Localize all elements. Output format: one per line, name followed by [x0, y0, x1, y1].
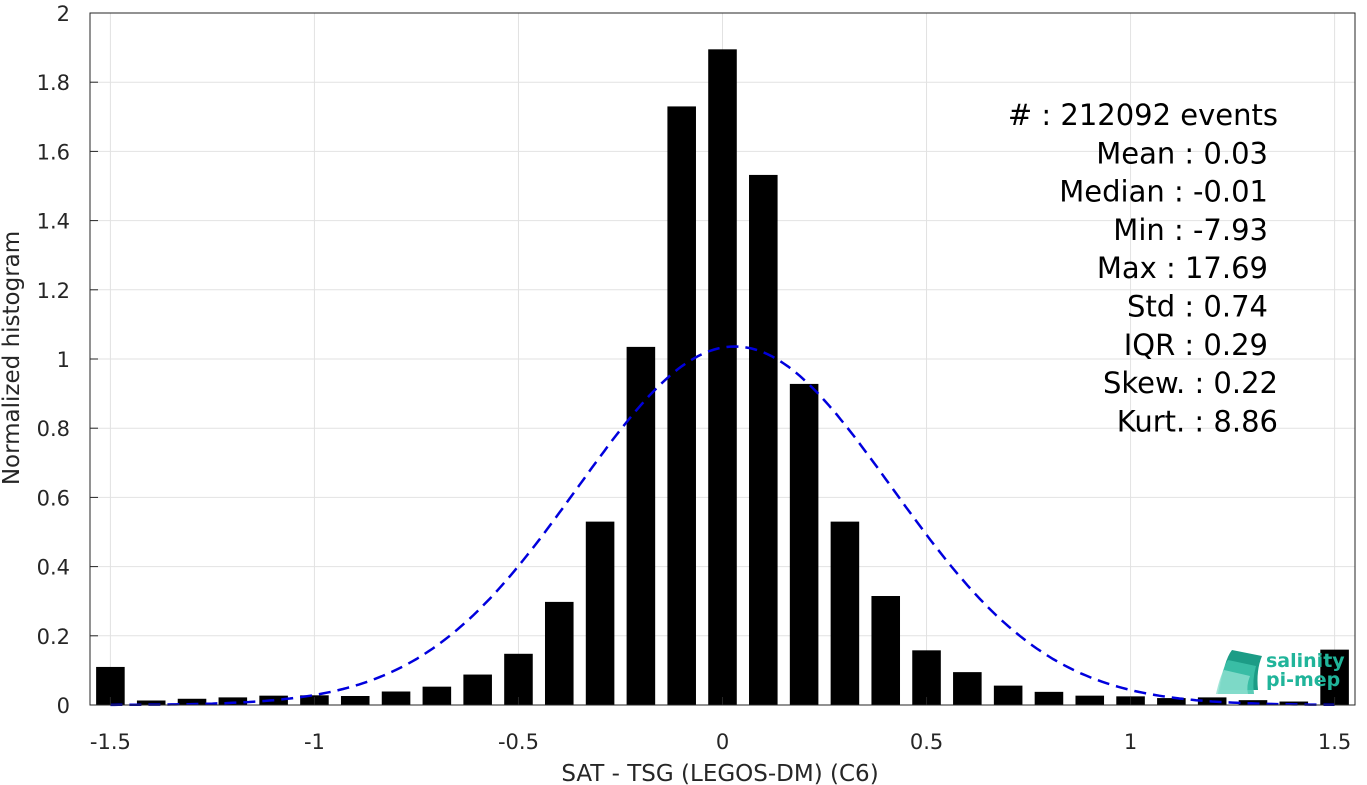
stat-line-4: Max : 17.69 [1097, 251, 1268, 285]
bar-14 [667, 106, 696, 706]
bar-15 [708, 49, 737, 705]
bars [96, 49, 1349, 706]
x-tick-label-5: 1 [1124, 730, 1137, 754]
bar-23 [1034, 691, 1064, 705]
y-tick-label-5: 1 [57, 348, 70, 372]
y-tick-label-0: 0 [57, 694, 70, 718]
bar-13 [626, 346, 656, 705]
bar-30 [1320, 649, 1349, 705]
bar-18 [830, 521, 860, 705]
bar-10 [504, 653, 533, 705]
y-tick-label-3: 0.6 [37, 486, 70, 510]
x-tick-label-6: 1.5 [1318, 730, 1351, 754]
y-axis-label: Normalized histogram [0, 231, 25, 485]
bar-12 [585, 521, 615, 705]
x-tick-label-4: 0.5 [910, 730, 943, 754]
y-tick-label-4: 0.8 [37, 417, 70, 441]
y-tick-label-10: 2 [57, 2, 70, 26]
bar-19 [871, 596, 901, 705]
stat-line-5: Std : 0.74 [1127, 290, 1268, 324]
y-tick-label-7: 1.4 [37, 210, 70, 234]
stat-line-8: Kurt. : 8.86 [1117, 404, 1278, 438]
statistics-annotations: # : 212092 events Mean : 0.03 Median : -0.… [1008, 98, 1278, 438]
y-tick-label-9: 1.8 [37, 71, 70, 95]
stat-line-1: Mean : 0.03 [1096, 136, 1268, 170]
bar-17 [789, 383, 819, 705]
y-tick-label-6: 1.2 [37, 279, 70, 303]
x-tick-label-1: -1 [304, 730, 325, 754]
x-axis-label: SAT - TSG (LEGOS-DM) (C6) [561, 761, 878, 785]
bar-7 [381, 691, 411, 705]
logo-text-line2: pi-mep [1266, 669, 1340, 691]
stat-line-3: Min : -7.93 [1113, 213, 1268, 247]
salinity-pi-mep-logo: salinity pi-mep [1216, 650, 1345, 694]
bar-21 [953, 672, 982, 705]
bar-6 [340, 696, 370, 705]
bar-24 [1075, 695, 1105, 705]
x-tick-label-0: -1.5 [90, 730, 131, 754]
x-tick-label-3: 0 [716, 730, 729, 754]
logo-waves-icon [1216, 650, 1262, 694]
y-tick-label-2: 0.4 [37, 556, 70, 580]
bar-8 [422, 686, 452, 705]
bar-20 [912, 650, 941, 705]
bar-22 [993, 685, 1023, 705]
bar-26 [1157, 698, 1186, 705]
y-tick-label-8: 1.6 [37, 140, 70, 164]
bar-11 [544, 601, 574, 705]
logo-text-line1: salinity [1266, 650, 1345, 672]
y-axis-ticks: 0 0.2 0.4 0.6 0.8 1 1.2 1.4 1.6 1.8 2 [37, 2, 98, 718]
x-axis-ticks: -1.5 -1 -0.5 0 0.5 1 1.5 [90, 697, 1351, 754]
bar-1 [136, 700, 166, 705]
x-tick-label-2: -0.5 [498, 730, 539, 754]
stat-line-6: IQR : 0.29 [1124, 328, 1268, 362]
bar-16 [749, 174, 778, 706]
bar-9 [463, 674, 492, 705]
stat-line-0: # : 212092 events [1008, 98, 1278, 132]
y-tick-label-1: 0.2 [37, 625, 70, 649]
bar-3 [218, 697, 248, 705]
bar-2 [177, 698, 207, 705]
stat-line-7: Skew. : 0.22 [1103, 366, 1278, 400]
stat-line-2: Median : -0.01 [1059, 175, 1268, 209]
